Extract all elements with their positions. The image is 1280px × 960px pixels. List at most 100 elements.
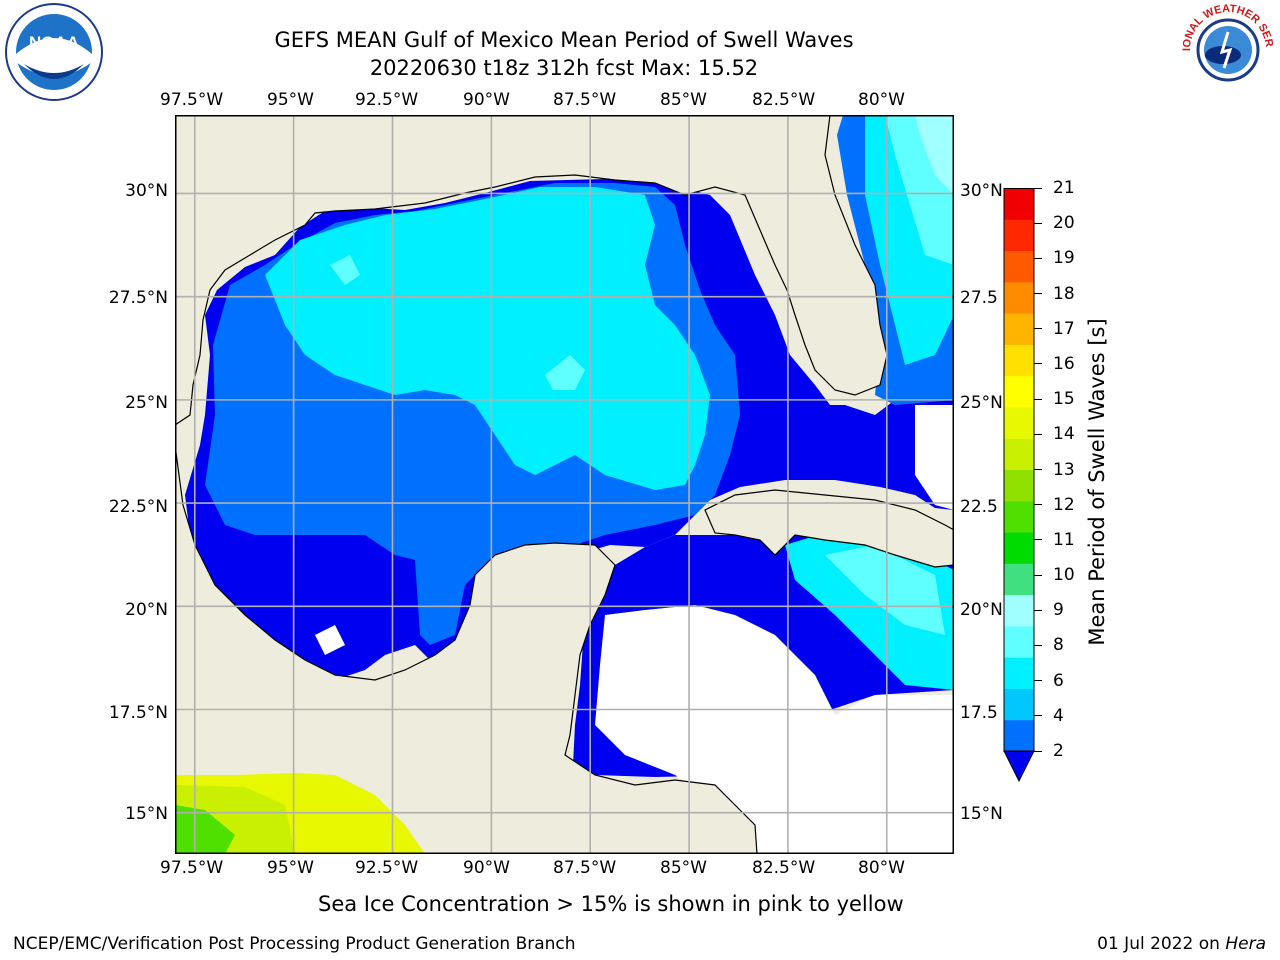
colorbar-segment	[1004, 469, 1034, 502]
lon-label-bottom: 87.5°W	[553, 858, 617, 878]
no-data-region-b	[915, 405, 954, 510]
colorbar-segment	[1004, 500, 1034, 533]
lat-label-left: 30°N	[125, 181, 168, 201]
lon-label-bottom: 80°W	[858, 858, 905, 878]
colorbar-frame	[1003, 188, 1035, 752]
lat-label-left: 17.5°N	[108, 703, 168, 723]
colorbar-tick-mark	[1034, 750, 1042, 752]
colorbar-extend-triangle	[1003, 750, 1035, 783]
colorbar-tick-label: 15	[1053, 389, 1075, 410]
colorbar-segment	[1004, 719, 1034, 752]
lat-label-left: 27.5°N	[108, 288, 168, 308]
chart-subtitle: 20220630 t18z 312h fcst Max: 15.52	[369, 56, 759, 80]
lat-label-right: 15°N	[960, 804, 1003, 824]
colorbar-tick-label: 18	[1053, 283, 1075, 304]
lat-label-right: 20°N	[960, 600, 1003, 620]
national-weather-service-logo: NATIONAL WEATHER SERVICE	[1174, 0, 1278, 100]
colorbar-tick-label: 20	[1053, 213, 1075, 234]
lat-label-left: 25°N	[125, 393, 168, 413]
lon-label-top: 85°W	[660, 90, 707, 110]
lon-label-top: 80°W	[858, 90, 905, 110]
colorbar-tick-mark	[1034, 644, 1042, 646]
colorbar-tick-label: 6	[1053, 670, 1064, 691]
colorbar-tick-mark	[1034, 293, 1042, 295]
land-cuba	[704, 489, 954, 568]
lat-label-right: 17.5	[960, 703, 998, 723]
land-us	[175, 115, 888, 426]
lat-label-left: 22.5°N	[108, 497, 168, 517]
gulf-swell-8-9s-a	[545, 355, 585, 390]
lon-label-top: 90°W	[463, 90, 510, 110]
colorbar-tick-label: 12	[1053, 494, 1075, 515]
colorbar-tick-label: 17	[1053, 318, 1075, 339]
colorbar	[1003, 188, 1035, 786]
colorbar-segment	[1004, 438, 1034, 470]
footer-date: 01 Jul 2022 on Hera	[1097, 934, 1266, 954]
lat-label-left: 15°N	[125, 804, 168, 824]
colorbar-tick-label: 10	[1053, 565, 1075, 586]
no-data-region-c	[315, 625, 345, 655]
lon-label-top: 97.5°W	[160, 90, 224, 110]
lon-label-top: 95°W	[267, 90, 314, 110]
colorbar-tick-mark	[1034, 574, 1042, 576]
colorbar-tick-mark	[1034, 539, 1042, 541]
colorbar-segment	[1004, 375, 1034, 408]
caribbean-swell-8-9s	[825, 545, 945, 635]
colorbar-tick-mark	[1034, 187, 1042, 189]
colorbar-segment	[1004, 532, 1034, 564]
colorbar-segment	[1004, 625, 1034, 658]
colorbar-tick-label: 16	[1053, 353, 1075, 374]
lon-label-bottom: 90°W	[463, 858, 510, 878]
colorbar-tick-label: 21	[1053, 178, 1075, 198]
colorbar-tick-label: 19	[1053, 248, 1075, 269]
map-panel	[175, 115, 954, 858]
lat-label-right: 22.5	[960, 497, 998, 517]
colorbar-tick-mark	[1034, 398, 1042, 400]
map-frame	[175, 115, 954, 854]
colorbar-segment	[1004, 250, 1034, 283]
colorbar-segment	[1004, 188, 1034, 220]
colorbar-tick-mark	[1034, 469, 1042, 470]
noaa-logo: NOAA	[2, 2, 106, 102]
colorbar-tick-mark	[1034, 257, 1042, 259]
colorbar-segment	[1004, 594, 1034, 627]
colorbar-label: Mean Period of Swell Waves [s]	[1085, 318, 1109, 646]
chart-title: GEFS MEAN Gulf of Mexico Mean Period of …	[274, 28, 854, 52]
lon-label-bottom: 97.5°W	[160, 858, 224, 878]
colorbar-tick-label: 4	[1053, 705, 1064, 726]
lon-label-top: 92.5°W	[355, 90, 419, 110]
footer-date-text: 01 Jul 2022 on	[1097, 934, 1226, 954]
colorbar-tick-label: 2	[1053, 741, 1064, 761]
lat-label-left: 20°N	[125, 600, 168, 620]
lon-label-bottom: 92.5°W	[355, 858, 419, 878]
colorbar-tick-mark	[1034, 328, 1042, 330]
lat-label-right: 27.5	[960, 288, 998, 308]
colorbar-segment	[1004, 657, 1034, 689]
footer-credit: NCEP/EMC/Verification Post Processing Pr…	[13, 934, 576, 954]
lat-lon-grid	[175, 115, 954, 854]
colorbar-tick-label: 11	[1053, 529, 1075, 550]
lon-label-top: 82.5°W	[752, 90, 816, 110]
colorbar-segment	[1004, 344, 1034, 377]
sea-ice-note: Sea Ice Concentration > 15% is shown in …	[318, 892, 904, 916]
colorbar-segment	[1004, 563, 1034, 596]
colorbar-tick-mark	[1034, 433, 1042, 435]
svg-text:NOAA: NOAA	[29, 33, 79, 52]
colorbar-tick-mark	[1034, 609, 1042, 611]
gulf-swell-6-8s	[265, 187, 710, 490]
colorbar-tick-mark	[1034, 222, 1042, 224]
colorbar-tick-mark	[1034, 715, 1042, 717]
colorbar-tick-mark	[1034, 680, 1042, 682]
gulf-swell-8-9s-b	[330, 255, 360, 285]
footer-system: Hera	[1225, 934, 1266, 954]
lon-label-top: 87.5°W	[553, 90, 617, 110]
lon-label-bottom: 82.5°W	[752, 858, 816, 878]
lon-label-bottom: 85°W	[660, 858, 707, 878]
colorbar-tick-label: 9	[1053, 600, 1064, 621]
lat-label-right: 30°N	[960, 181, 1003, 201]
atlantic-swell-9-10s	[915, 115, 954, 195]
colorbar-segment	[1004, 281, 1034, 314]
colorbar-tick-label: 13	[1053, 459, 1075, 480]
colorbar-segment	[1004, 688, 1034, 721]
lat-label-right: 25°N	[960, 393, 1003, 413]
